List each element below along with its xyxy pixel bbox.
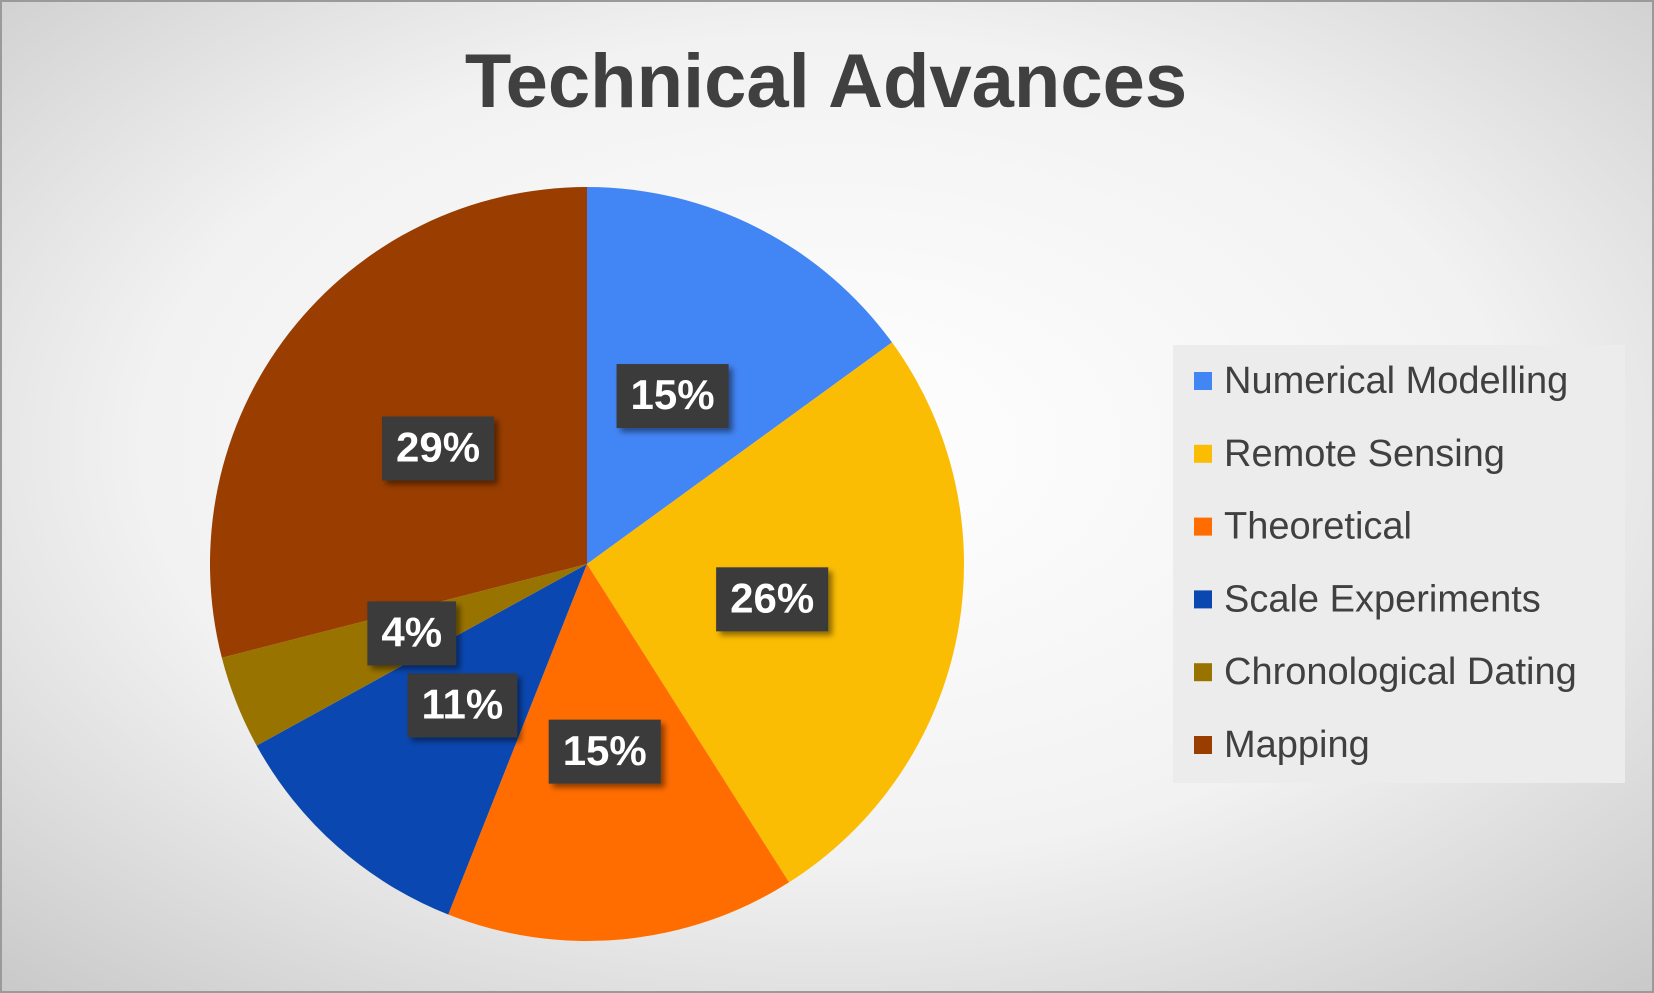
data-labels: 15% 26% 15% 11% 4% 29% [367,364,829,784]
data-label: 4% [381,608,442,655]
data-label-box [616,364,729,429]
legend-swatch [1194,590,1212,609]
pie-slice [256,564,587,915]
data-label-box [407,673,518,738]
legend-swatch [1194,736,1212,754]
legend: Numerical Modelling Remote Sensing Theoret… [1194,360,1577,766]
data-label-box [367,601,457,666]
pie-slice [587,187,892,564]
legend-label: Theoretical [1224,506,1412,548]
data-label: 15% [563,727,647,774]
legend-swatch [1194,444,1212,463]
data-label-box [716,567,829,632]
data-label: 11% [421,680,503,727]
legend-label: Chronological Dating [1224,651,1577,693]
legend-label: Remote Sensing [1224,433,1505,475]
legend-box [1173,345,1625,783]
legend-swatch [1194,663,1212,682]
legend-swatch [1194,372,1212,390]
data-label-box [548,719,661,784]
data-label: 26% [730,574,814,621]
chart-title: Technical Advances [465,39,1187,124]
legend-label: Mapping [1224,724,1370,766]
data-label-box [382,416,495,481]
legend-swatch [1194,517,1212,536]
pie [210,187,964,941]
data-label: 29% [396,424,480,471]
data-label: 15% [631,371,715,418]
legend-label: Numerical Modelling [1224,360,1568,402]
legend-label: Scale Experiments [1224,578,1541,620]
